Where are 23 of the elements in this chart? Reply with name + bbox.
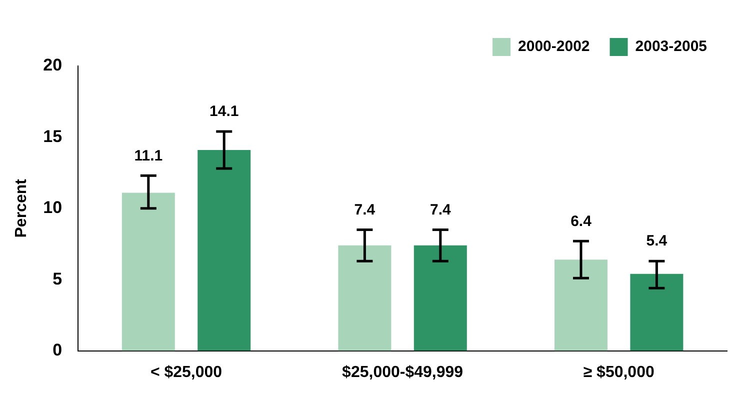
y-tick-label: 10 — [43, 198, 62, 218]
data-label: 7.4 — [354, 201, 376, 218]
x-tick-label: ≥ $50,000 — [583, 364, 654, 381]
x-tick-label: < $25,000 — [150, 364, 222, 381]
legend-label: 2000-2002 — [518, 38, 590, 56]
bar — [198, 150, 251, 351]
y-tick-label: 5 — [52, 269, 62, 288]
data-label: 5.4 — [646, 232, 668, 250]
bar — [630, 274, 684, 351]
y-axis-title: Percent — [13, 178, 30, 238]
data-label: 14.1 — [210, 103, 239, 120]
y-tick-label: 15 — [43, 126, 62, 146]
bar — [554, 260, 608, 351]
bar — [338, 245, 392, 351]
x-tick-label: $25,000-$49,999 — [342, 364, 464, 381]
y-tick-label: 20 — [43, 56, 62, 75]
y-tick-label: 0 — [52, 340, 62, 360]
data-label: 6.4 — [570, 212, 592, 230]
legend-label: 2003-2005 — [635, 38, 707, 56]
bar — [122, 192, 175, 351]
bar — [414, 245, 467, 351]
data-label: 7.4 — [430, 201, 452, 218]
data-label: 11.1 — [134, 147, 163, 164]
